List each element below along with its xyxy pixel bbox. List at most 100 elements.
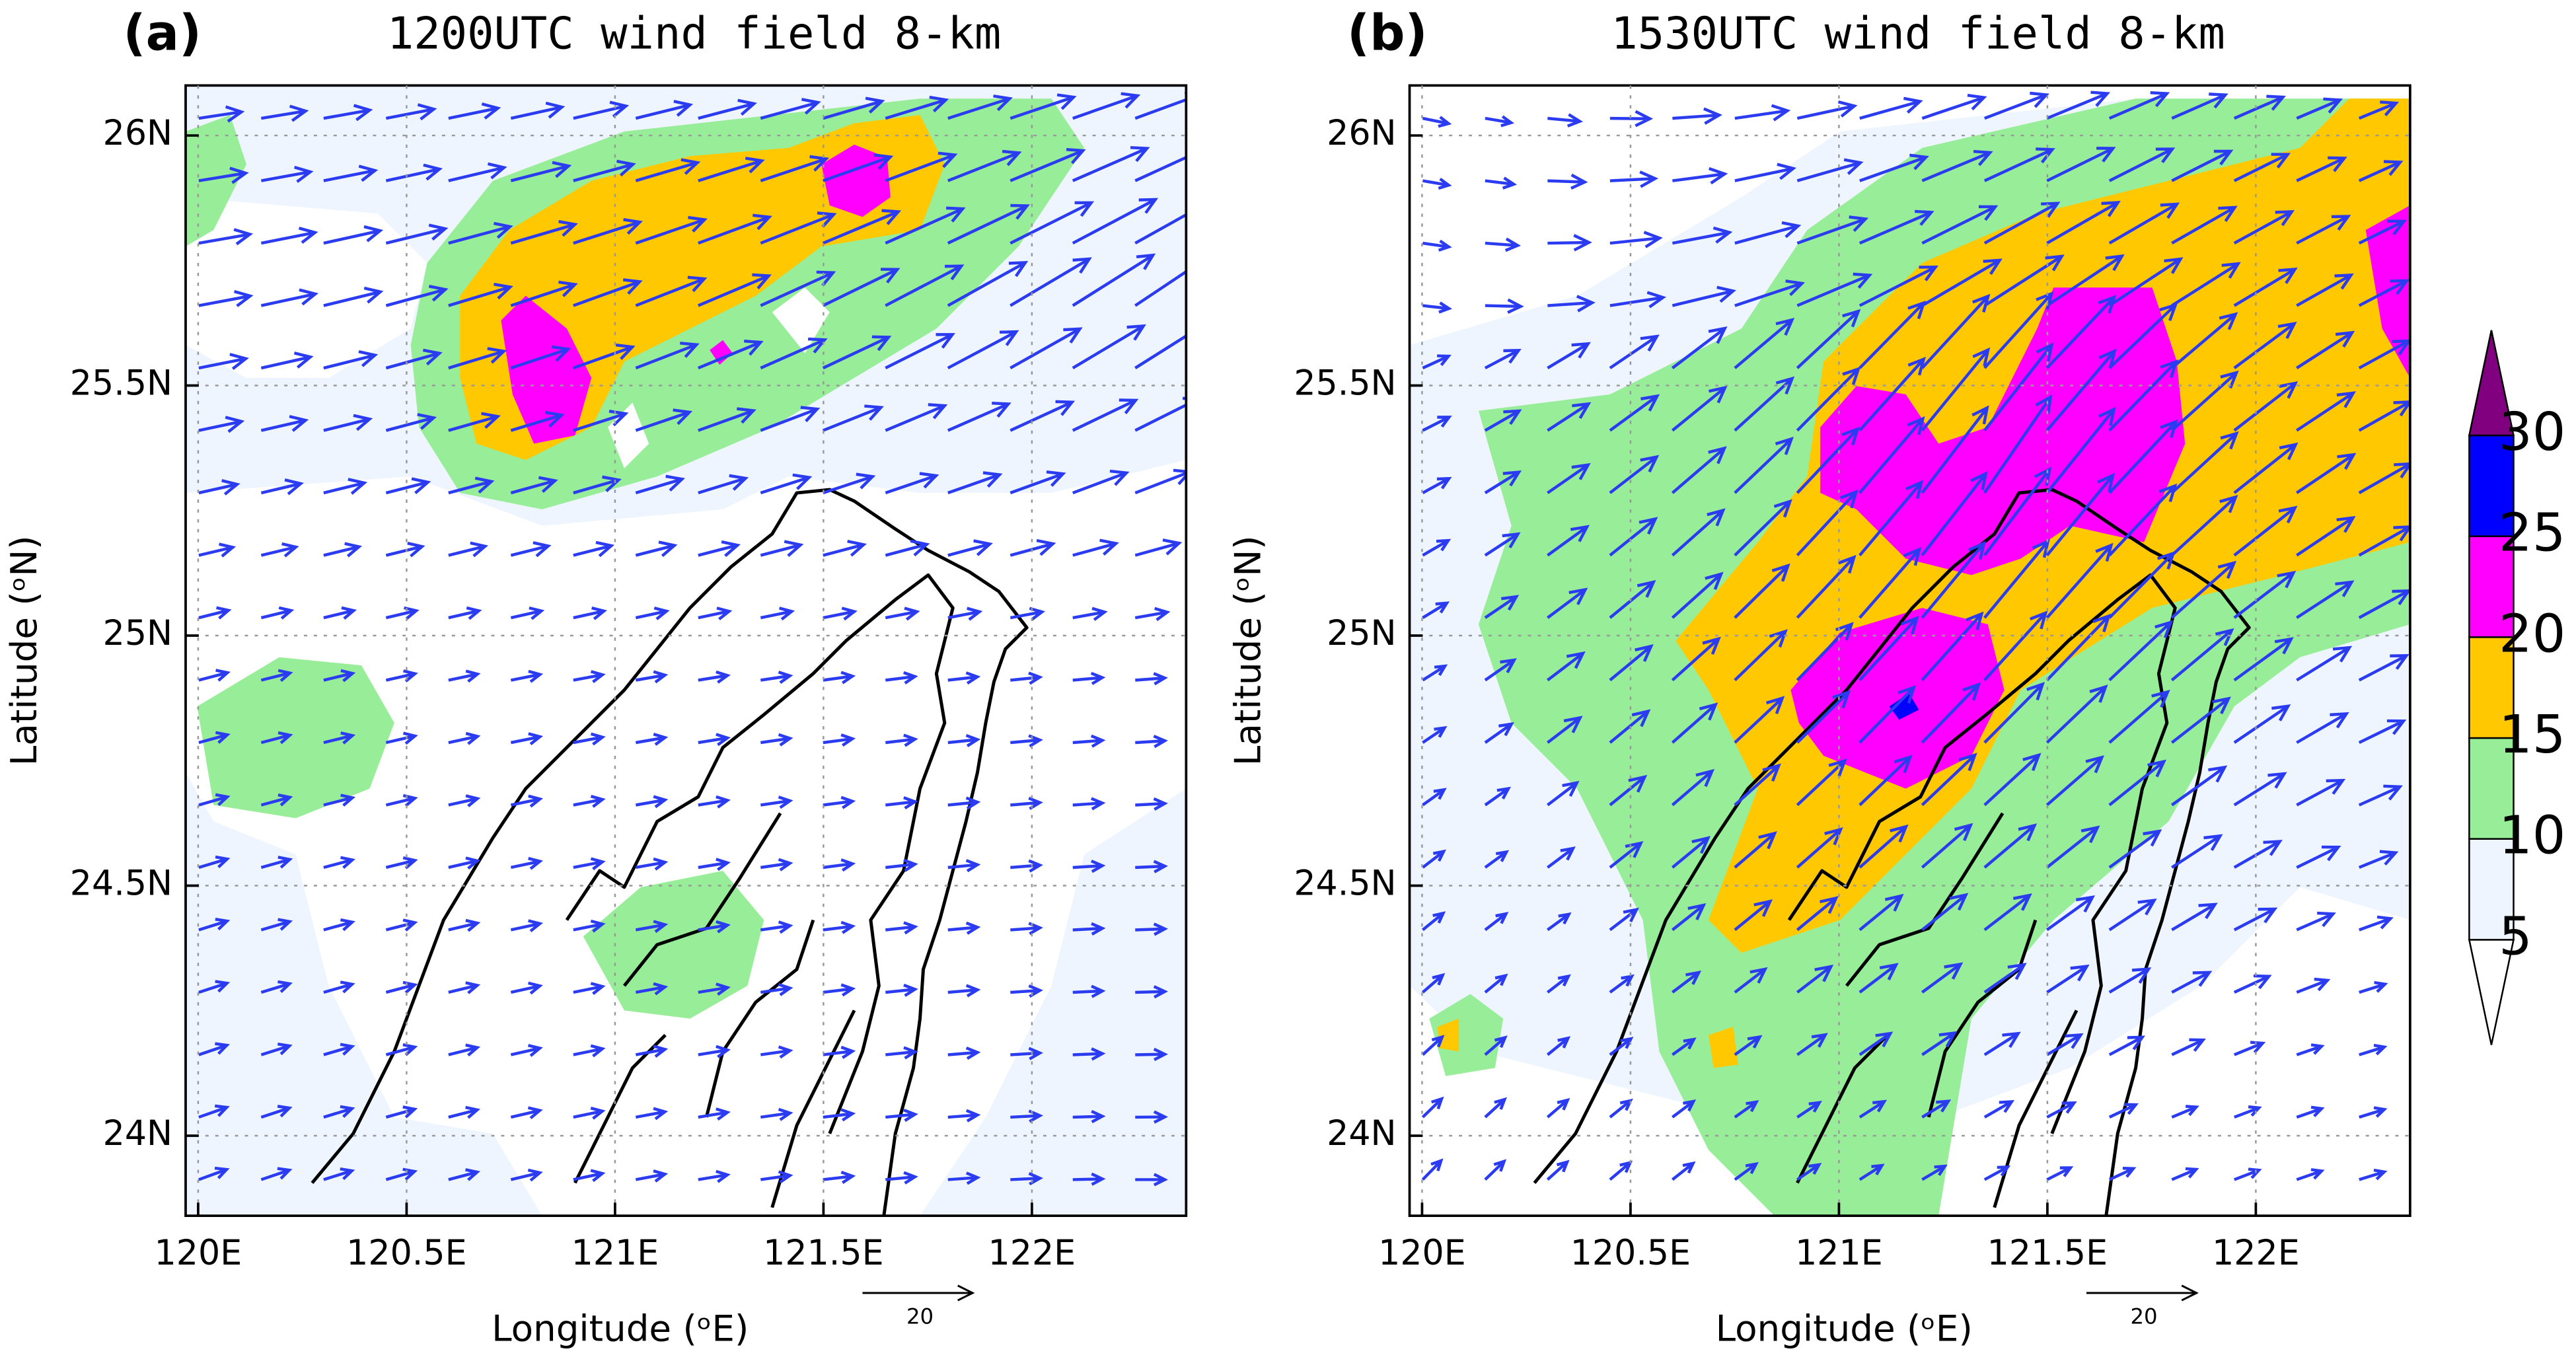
wind-vector (2046, 147, 2116, 182)
wind-vector (1858, 265, 1938, 307)
wind-vector (2170, 312, 2238, 369)
wind-vector (760, 473, 813, 495)
wind-vector (1072, 1109, 1106, 1124)
wind-vector (1858, 546, 1922, 619)
wind-vector (2296, 911, 2336, 932)
wind-vector (1484, 470, 1522, 494)
wind-vector (260, 918, 293, 932)
wind-vector (1921, 1031, 1958, 1056)
wind-vector (1547, 342, 1591, 369)
wind-vector (2233, 381, 2299, 432)
wind-vector (1421, 1096, 1444, 1119)
wind-vector (385, 669, 418, 682)
wind-vector (1134, 91, 1187, 120)
wind-vector (1671, 385, 1728, 432)
wind-vector (1671, 836, 1711, 869)
wind-vector (1609, 907, 1639, 932)
wind-vector (510, 981, 543, 995)
wind-vector (448, 221, 513, 245)
wind-vector (1010, 671, 1043, 685)
colorbar-label: 30 (2499, 401, 2565, 462)
wind-vector (1485, 115, 1515, 128)
wind-vector (1609, 231, 1663, 248)
wind-vector (698, 858, 731, 871)
wind-vector (1796, 1101, 1822, 1119)
wind-vector (2358, 784, 2403, 807)
wind-vector (947, 203, 1030, 245)
wind-vector (1858, 209, 1934, 245)
wind-vector (698, 1169, 731, 1183)
wind-vector (947, 539, 993, 557)
wind-vector (698, 670, 731, 684)
wind-vector (635, 733, 669, 746)
wind-vector (822, 268, 901, 307)
wind-vector (573, 857, 606, 871)
wind-vector (698, 982, 731, 996)
wind-vector (1796, 366, 1861, 432)
wind-vector (385, 918, 418, 932)
wind-vector (2170, 560, 2237, 619)
wind-vector (760, 1107, 793, 1121)
wind-vector (885, 403, 948, 432)
wind-vector (2108, 483, 2178, 557)
wind-vector (823, 540, 867, 557)
wind-vector (1671, 508, 1726, 557)
wind-vector (1072, 253, 1156, 307)
wind-vector (385, 348, 443, 370)
wind-vector (1134, 334, 1187, 369)
wind-vector (1734, 279, 1806, 307)
wind-vector (1134, 155, 1187, 182)
wind-vector (323, 918, 355, 932)
wind-vector (947, 859, 981, 873)
wind-vector (448, 541, 489, 558)
wind-vector (2108, 91, 2170, 120)
wind-vector (947, 671, 981, 685)
wind-vector (198, 918, 231, 932)
wind-vector (1858, 301, 1927, 369)
wind-vector (1609, 644, 1654, 682)
wind-vector (1796, 827, 1843, 869)
wind-vector (323, 1043, 355, 1056)
wind-vector (1072, 797, 1106, 811)
wind-vector (323, 478, 368, 495)
wind-vector (885, 733, 918, 747)
wind-vector (260, 1042, 293, 1056)
wind-vector (1422, 601, 1450, 619)
wind-vector (1921, 962, 1964, 994)
wind-vector (323, 225, 384, 245)
wind-vector (698, 795, 731, 809)
wind-vector (2046, 91, 2111, 120)
wind-vector (2046, 895, 2096, 932)
wind-vectors (1421, 91, 2410, 1181)
wind-vector (1134, 270, 1187, 307)
wind-vector (1547, 234, 1592, 252)
wind-vector (698, 607, 733, 620)
y-tick-label: 26N (103, 114, 172, 153)
wind-vector (760, 270, 836, 307)
wind-vector (510, 1106, 543, 1120)
wind-vector (1484, 786, 1512, 807)
colorbar-segment (2468, 434, 2515, 537)
wind-vector (385, 1043, 418, 1056)
wind-vector (1984, 91, 2049, 120)
wind-vector (510, 161, 572, 182)
wind-vector (1921, 405, 1989, 494)
wind-vector (2108, 898, 2157, 932)
wind-vector (1010, 148, 1086, 182)
wind-vector (1921, 823, 1973, 869)
x-tick-label: 121E (571, 1234, 659, 1273)
wind-vector (323, 980, 355, 994)
wind-vector (1072, 398, 1139, 432)
wind-vector (1921, 93, 1987, 120)
wind-vector (2296, 215, 2351, 245)
wind-vector (385, 731, 418, 745)
wind-vector (2108, 303, 2178, 369)
wind-vector (760, 1045, 793, 1059)
wind-vector (1672, 1037, 1697, 1056)
wind-vector (448, 1105, 481, 1119)
wind-vector (2108, 359, 2179, 432)
wind-vector (573, 475, 622, 495)
wind-vector (1859, 96, 1923, 120)
wind-vector (698, 474, 749, 495)
wind-vector (1484, 973, 1508, 994)
